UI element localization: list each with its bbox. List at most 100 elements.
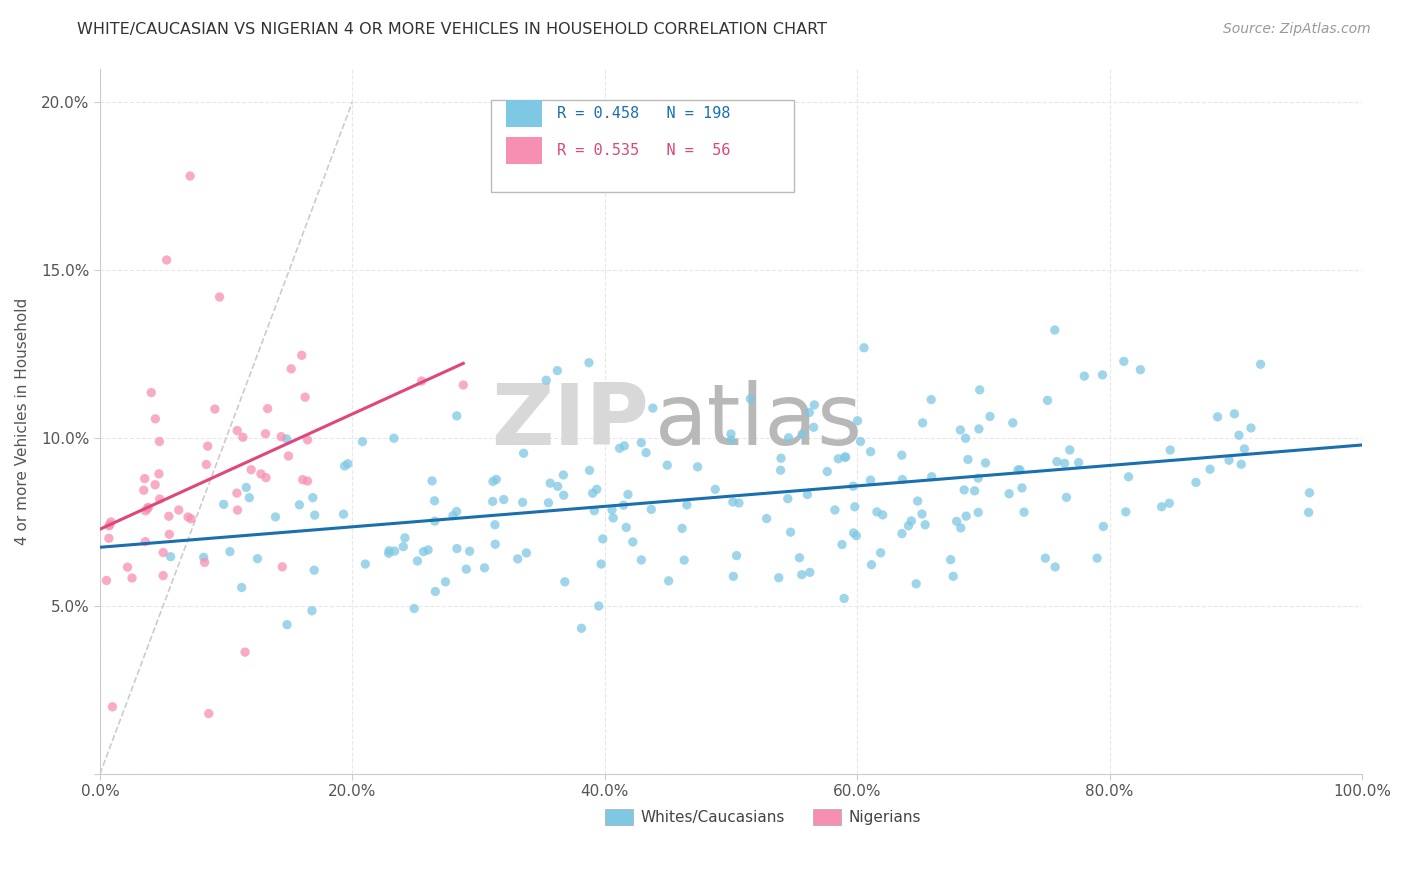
- Point: [157, 509, 180, 524]
- Point: [963, 483, 986, 498]
- Point: [1112, 354, 1135, 368]
- Point: [423, 514, 446, 528]
- Point: [225, 486, 247, 500]
- Point: [967, 471, 990, 485]
- Point: [1091, 368, 1114, 382]
- Point: [512, 446, 534, 460]
- Point: [725, 549, 748, 563]
- Point: [423, 493, 446, 508]
- Point: [891, 526, 914, 541]
- Point: [585, 483, 607, 497]
- Point: [149, 491, 172, 506]
- Point: [799, 566, 821, 580]
- Point: [301, 604, 323, 618]
- Point: [1159, 496, 1181, 510]
- Point: [866, 505, 889, 519]
- Point: [755, 511, 778, 525]
- Point: [136, 501, 159, 516]
- Point: [97, 531, 120, 545]
- Point: [534, 373, 557, 387]
- Point: [588, 599, 610, 613]
- Point: [406, 554, 429, 568]
- Text: Whites/Caucasians: Whites/Caucasians: [640, 810, 785, 824]
- Point: [609, 442, 631, 456]
- Point: [872, 508, 894, 522]
- Point: [778, 431, 800, 445]
- Point: [157, 527, 180, 541]
- Point: [458, 544, 481, 558]
- Point: [297, 433, 319, 447]
- Point: [240, 463, 263, 477]
- Point: [136, 500, 159, 515]
- Point: [769, 451, 792, 466]
- Point: [420, 474, 443, 488]
- Point: [276, 617, 298, 632]
- Point: [600, 502, 623, 516]
- Point: [945, 514, 967, 528]
- Point: [1092, 519, 1115, 533]
- Point: [1129, 362, 1152, 376]
- Point: [1298, 505, 1320, 519]
- Point: [979, 409, 1001, 424]
- Point: [740, 392, 762, 406]
- Point: [630, 435, 652, 450]
- FancyBboxPatch shape: [605, 809, 633, 825]
- Point: [152, 545, 174, 559]
- Point: [728, 496, 751, 510]
- Point: [953, 483, 976, 497]
- Point: [1056, 491, 1078, 505]
- Point: [1185, 475, 1208, 490]
- Point: [1230, 457, 1253, 471]
- Point: [446, 541, 468, 556]
- Point: [842, 525, 865, 540]
- Point: [1036, 393, 1059, 408]
- Point: [332, 507, 354, 521]
- Point: [425, 584, 447, 599]
- Point: [614, 520, 637, 534]
- Point: [441, 508, 464, 523]
- Point: [967, 505, 990, 519]
- Point: [921, 469, 943, 483]
- Point: [955, 509, 977, 524]
- Point: [1067, 456, 1090, 470]
- Point: [219, 544, 242, 558]
- Point: [671, 521, 693, 535]
- Point: [583, 504, 606, 518]
- Point: [98, 517, 121, 532]
- Point: [571, 621, 593, 635]
- Point: [969, 383, 991, 397]
- Point: [720, 433, 742, 447]
- Point: [512, 495, 534, 509]
- Point: [212, 497, 235, 511]
- Point: [776, 491, 799, 506]
- Text: R = 0.535   N =  56: R = 0.535 N = 56: [557, 143, 730, 158]
- Point: [250, 467, 273, 481]
- Point: [294, 390, 316, 404]
- Point: [641, 401, 664, 416]
- Point: [446, 409, 468, 423]
- Point: [617, 487, 640, 501]
- Point: [197, 439, 219, 453]
- Point: [515, 546, 537, 560]
- Point: [297, 474, 319, 488]
- Point: [636, 445, 658, 459]
- Point: [673, 553, 696, 567]
- Point: [621, 535, 644, 549]
- Point: [98, 518, 121, 533]
- Point: [554, 574, 576, 589]
- Point: [1199, 462, 1222, 476]
- Point: [246, 551, 269, 566]
- Point: [1115, 505, 1137, 519]
- Point: [382, 431, 405, 445]
- Point: [482, 475, 505, 489]
- Point: [232, 430, 254, 444]
- Point: [254, 470, 277, 484]
- Point: [434, 574, 457, 589]
- Point: [291, 473, 314, 487]
- Point: [939, 552, 962, 566]
- Point: [602, 511, 624, 525]
- Point: [354, 557, 377, 571]
- Point: [582, 486, 605, 500]
- Point: [101, 699, 124, 714]
- Point: [849, 434, 872, 449]
